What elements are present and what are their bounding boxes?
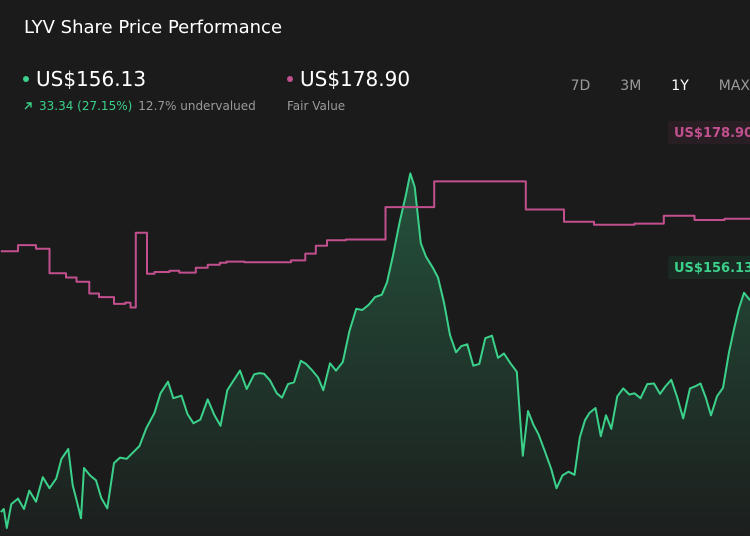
chart-title: LYV Share Price Performance [24,17,283,38]
valuation-text: 12.7% undervalued [138,99,256,113]
tab-7d[interactable]: 7D [570,78,591,94]
current-price-dot [23,76,29,82]
price-area [0,173,750,536]
price-line [0,172,750,529]
fair-value-dot [287,76,293,82]
fair_value-line [0,180,750,309]
tab-max[interactable]: MAX [718,78,750,94]
price-tag-label: US$156.13 [674,261,750,276]
fair-value-label: Fair Value [287,99,346,113]
current-price-block: US$156.13 33.34 (27.15%) 12.7% undervalu… [23,67,256,113]
fair-value-price: US$178.90 [300,67,411,91]
fair-value-tag-label: US$178.90 [674,126,750,141]
price-change: 33.34 (27.15%) [39,99,133,113]
arrow-up-right-icon [24,102,32,110]
tab-3m[interactable]: 3M [620,78,642,94]
timeframe-tabs: 7D 3M 1Y MAX [541,78,750,94]
fair-value-tag: US$178.90 [668,121,750,144]
tab-1y[interactable]: 1Y [671,78,689,94]
current-price: US$156.13 [36,67,147,91]
fair-value-block: US$178.90 Fair Value [287,67,410,113]
price-tag: US$156.13 [668,256,750,279]
